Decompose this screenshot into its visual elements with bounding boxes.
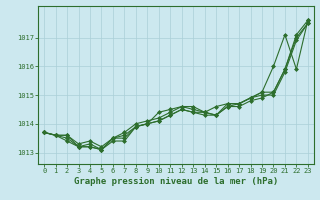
X-axis label: Graphe pression niveau de la mer (hPa): Graphe pression niveau de la mer (hPa) (74, 177, 278, 186)
